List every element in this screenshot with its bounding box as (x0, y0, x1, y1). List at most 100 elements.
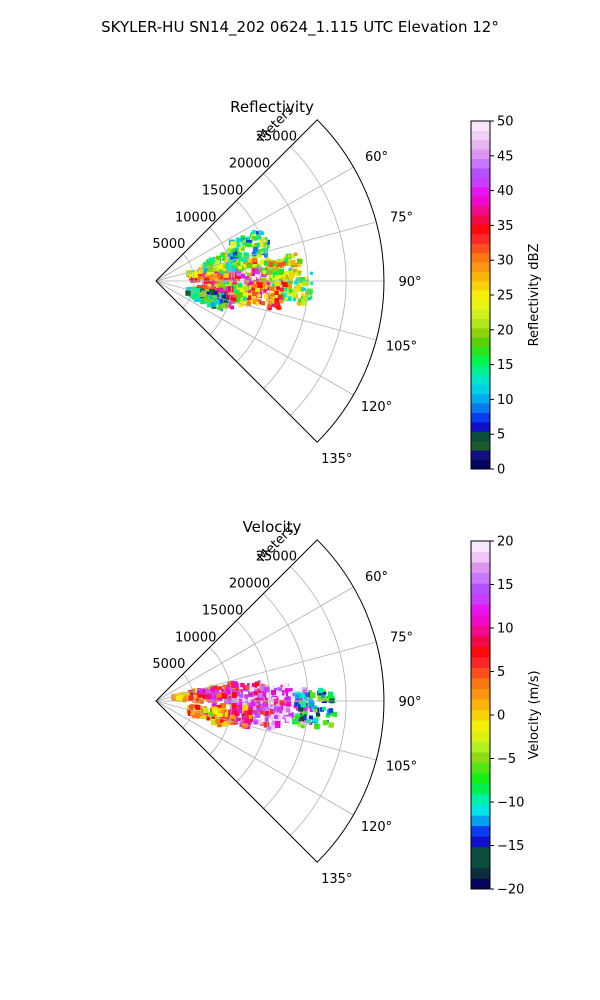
echo-bin (252, 290, 258, 296)
echo-bin (257, 680, 261, 683)
echo-bin (262, 248, 269, 254)
echo-bin (199, 699, 204, 704)
range-tick-label: 25000 (256, 550, 297, 565)
echo-bin (332, 711, 338, 717)
colorbar-tick-label: −10 (497, 796, 524, 811)
echo-bin (230, 703, 237, 709)
echo-bin (283, 279, 288, 284)
echo-bin (296, 284, 300, 287)
echo-bin (241, 247, 245, 252)
echo-bin (279, 710, 283, 714)
echo-bin (240, 281, 245, 285)
echo-bin (195, 277, 201, 283)
echo-bin (207, 275, 211, 279)
echo-bin (212, 685, 219, 691)
colorbar-step (471, 646, 490, 658)
echo-bin (302, 715, 307, 721)
range-tick-label: 5000 (152, 657, 185, 672)
echo-bin (229, 688, 235, 695)
echo-bin (251, 682, 257, 688)
echo-bin (250, 716, 257, 722)
echo-bin (210, 275, 215, 281)
echo-bin (239, 693, 244, 698)
echo-bin (212, 713, 216, 717)
echo-bin (207, 285, 210, 288)
echo-bin (258, 300, 262, 305)
echo-bin (199, 297, 202, 301)
echo-bin (220, 292, 225, 297)
echo-bin (238, 698, 243, 703)
echo-bin (251, 710, 254, 713)
echo-bin (203, 707, 209, 714)
colorbar-step (471, 867, 490, 879)
echo-bin (238, 244, 241, 247)
echo-bin (218, 686, 223, 690)
echo-bin (269, 280, 274, 284)
echo-bin (309, 690, 313, 694)
echo-bin (222, 258, 225, 262)
echo-bin (322, 720, 328, 726)
azimuth-tick-label: 60° (365, 150, 388, 165)
colorbar-step (471, 337, 490, 348)
echo-bin (276, 704, 281, 709)
echo-bin (269, 704, 273, 708)
echo-bin (226, 684, 232, 690)
echo-bin (255, 287, 260, 292)
echo-bin (209, 289, 216, 295)
echo-bin (247, 720, 252, 725)
echo-bin (227, 698, 231, 703)
echo-bin (237, 709, 242, 714)
echo-bin (288, 272, 295, 279)
echo-bin (314, 708, 318, 713)
echo-bin (234, 247, 239, 252)
echo-bin (237, 247, 243, 253)
echo-bin (279, 716, 283, 720)
echo-bin (288, 712, 295, 718)
echo-bin (286, 291, 292, 296)
echo-bin (268, 697, 274, 704)
echo-bin (231, 692, 237, 698)
echo-bin (234, 690, 241, 697)
echo-bin (199, 273, 205, 279)
echo-bin (294, 280, 298, 285)
colorbar-step (471, 130, 490, 141)
echo-bin (273, 690, 279, 696)
polar-frame (155, 539, 385, 863)
echo-bin (272, 263, 278, 269)
echo-bin (293, 705, 297, 709)
echo-bin (276, 305, 281, 310)
azimuth-spoke (155, 166, 354, 282)
colorbar-step (471, 459, 490, 470)
colorbar-tick-label: 35 (497, 219, 514, 234)
echo-bin (210, 283, 215, 288)
echo-bin (242, 269, 246, 273)
echo-bin (318, 687, 324, 694)
echo-bin (234, 714, 238, 719)
colorbar-step (471, 678, 490, 690)
range-tick-label: 25000 (256, 130, 297, 145)
echo-bin (298, 706, 304, 712)
echo-bin (190, 276, 197, 283)
echo-bin (215, 273, 218, 277)
echo-bin (235, 298, 240, 303)
echo-bin (189, 704, 193, 709)
echo-bin (253, 691, 258, 696)
echo-bin (216, 255, 222, 261)
echo-bin (237, 265, 242, 270)
velocity-colorbar: −20 −15 −10 −5 0 5 10 15 20 Velocity (m/s) (470, 535, 542, 898)
colorbar-step (471, 773, 490, 784)
reflectivity-colorbar: 0 5 10 15 20 25 30 35 40 45 50 Reflectivity dBZ (470, 115, 542, 478)
echo-bin (212, 295, 218, 301)
echo-bin (321, 694, 325, 699)
echo-bin (306, 692, 313, 699)
echo-bin (246, 295, 252, 300)
echo-bin (214, 299, 220, 305)
echo-bin (246, 268, 251, 273)
echo-bin (232, 715, 236, 720)
echo-bin (233, 279, 237, 284)
colorbar-step (471, 699, 490, 711)
echo-bin (263, 293, 269, 299)
azimuth-tick-label: 90° (398, 275, 421, 290)
echo-bin (277, 294, 283, 300)
echo-bin (292, 718, 298, 725)
